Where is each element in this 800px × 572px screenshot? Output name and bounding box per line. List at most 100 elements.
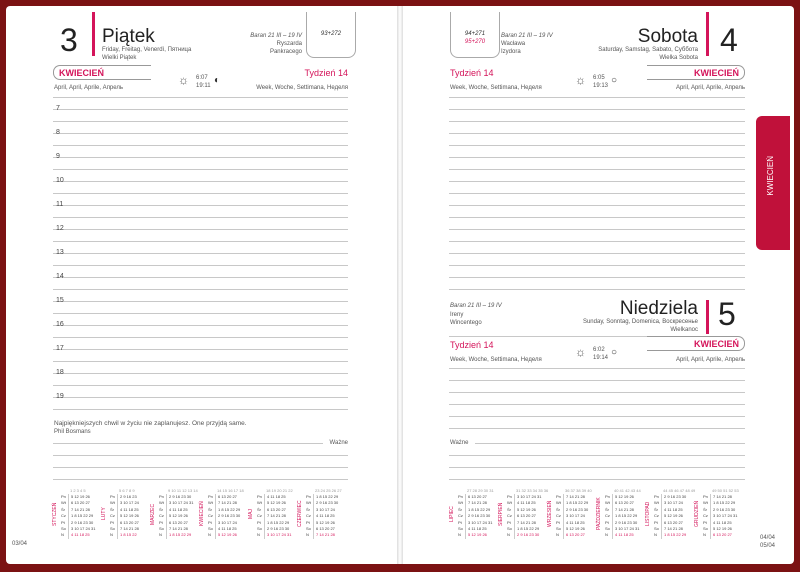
week-numbers: 5 6 7 8 9 xyxy=(119,488,135,493)
writing-line xyxy=(449,133,745,134)
week-numbers: 27 28 29 30 31 xyxy=(467,488,494,493)
weekday-label: Wt xyxy=(556,500,561,506)
month-tab-kwiecien[interactable]: KWIECIEŃ xyxy=(756,116,790,250)
weekday-label: Cz xyxy=(110,513,115,519)
calendar-row: 5 12 19 26 xyxy=(517,506,536,512)
mini-calendar-month: MAJ xyxy=(248,509,254,519)
nameday: Wacława xyxy=(501,41,526,47)
calendar-row: 5 12 19 26 xyxy=(218,532,237,538)
week-numbers: 18 19 20 21 22 xyxy=(266,488,293,493)
calendar-row: 4 11 18 25 xyxy=(218,526,237,532)
accent-bar xyxy=(706,300,709,334)
weekday-label: Pt xyxy=(605,519,609,525)
writing-line xyxy=(449,253,745,254)
calendar-row: 6 13 20 27 xyxy=(218,494,237,499)
writing-line xyxy=(53,265,348,266)
mini-calendar-1: LUTY Pn Wt Śr Cz Pt So N 5 6 7 8 9 2 9 16 23 3 … xyxy=(101,488,151,544)
weekday-labels: Pn Wt Śr Cz Pt So N xyxy=(507,494,515,539)
day-name: Niedziela xyxy=(619,298,698,319)
hour-label: 15 xyxy=(56,297,64,304)
weekday-labels: Pn Wt Śr Cz Pt So N xyxy=(306,494,314,539)
writing-line xyxy=(53,385,348,386)
week-numbers: 9 10 11 12 13 14 xyxy=(168,488,198,493)
writing-line xyxy=(449,169,745,170)
writing-line xyxy=(449,145,745,146)
mini-calendar-8: WRZESIEŃ Pn Wt Śr Cz Pt So N 36 37 38 39 40 7 … xyxy=(547,488,597,544)
weekday-label: Cz xyxy=(556,513,561,519)
tab-label: KWIECIEŃ xyxy=(766,156,775,196)
week-numbers: 44 45 46 47 48 49 xyxy=(663,488,696,493)
writing-line xyxy=(449,241,745,242)
hour-label: 14 xyxy=(56,273,64,280)
weekday-label: Cz xyxy=(458,513,463,519)
hour-label: 7 xyxy=(56,105,60,112)
day-number: 5 xyxy=(718,296,736,332)
moon-icon: ○ xyxy=(611,75,618,86)
weekday-label: Cz xyxy=(61,513,66,519)
calendar-row: 7 14 21 28 xyxy=(566,494,585,499)
weekday-label: N xyxy=(208,532,211,538)
zodiac: Baran 21 III – 19 IV xyxy=(250,33,302,39)
weekday-label: Pn xyxy=(159,494,164,499)
day-name: Piątek xyxy=(102,26,155,47)
sun-icon: ☼ xyxy=(575,345,586,359)
calendar-row: 1 8 15 22 29 xyxy=(267,519,290,525)
hour-label: 13 xyxy=(56,249,64,256)
weekday-label: Cz xyxy=(654,513,659,519)
calendar-row: 1 8 15 22 29 xyxy=(316,494,339,499)
hour-label: 9 xyxy=(56,153,60,160)
nameday: Izydora xyxy=(501,49,521,55)
accent-bar xyxy=(92,12,95,56)
weekday-label: So xyxy=(507,526,512,532)
weekday-label: So xyxy=(703,526,708,532)
calendar-row: 4 11 18 25 xyxy=(517,500,536,506)
calendar-row: 1 8 15 22 29 xyxy=(169,532,192,538)
holiday: Wielki Piątek xyxy=(102,55,137,61)
weekday-label: Wt xyxy=(257,500,262,506)
writing-line xyxy=(53,241,348,242)
weekday-label: Cz xyxy=(208,513,213,519)
weekday-label: So xyxy=(654,526,659,532)
writing-line xyxy=(449,193,745,194)
week-label: Tydzień 14 xyxy=(304,68,348,78)
calendar-row: 5 12 19 26 xyxy=(71,494,90,499)
writing-line xyxy=(53,229,348,230)
calendar-row: 1 8 15 22 29 xyxy=(468,506,491,512)
writing-line xyxy=(449,277,745,278)
accent-bar xyxy=(706,12,709,56)
weekday-label: Pn xyxy=(110,494,115,499)
month-label: KWIECIEŃ xyxy=(647,65,745,80)
weekday-label: Śr xyxy=(458,506,462,512)
weekday-label: Cz xyxy=(306,513,311,519)
writing-line xyxy=(449,392,745,393)
calendar-row: 5 12 19 26 xyxy=(713,526,732,532)
calendar-row: 7 14 21 28 xyxy=(120,526,139,532)
day-translations: Saturday, Samstag, Sabato, Суббота xyxy=(598,47,698,53)
writing-line xyxy=(449,368,745,369)
calendar-row: 7 14 21 28 xyxy=(169,526,188,532)
weekday-label: Pt xyxy=(507,519,511,525)
writing-line xyxy=(53,277,348,278)
moon-icon: ◐ xyxy=(214,75,221,86)
writing-line xyxy=(449,217,745,218)
day-name: Sobota xyxy=(637,26,698,47)
weekday-label: Śr xyxy=(257,506,261,512)
moon-icon: ○ xyxy=(611,347,618,358)
weekday-label: Śr xyxy=(306,506,310,512)
week-numbers: 40 41 42 43 44 xyxy=(614,488,641,493)
calendar-row: 3 10 17 24 31 xyxy=(169,500,194,506)
calendar-row: 4 11 18 25 xyxy=(169,506,188,512)
weekday-label: So xyxy=(458,526,463,532)
calendar-row: 5 12 19 26 xyxy=(615,494,634,499)
hour-label: 8 xyxy=(56,129,60,136)
weekday-labels: Pn Wt Śr Cz Pt So N xyxy=(159,494,167,539)
mini-calendar-4: MAJ Pn Wt Śr Cz Pt So N 18 19 20 21 22 4 11 18… xyxy=(248,488,298,544)
weekday-label: Pn xyxy=(507,494,512,499)
mini-calendar-month: MARZEC xyxy=(150,503,156,525)
weekday-label: So xyxy=(208,526,213,532)
left-page xyxy=(6,6,398,564)
weekday-label: Śr xyxy=(208,506,212,512)
calendar-row: 7 14 21 28 xyxy=(615,506,634,512)
important-label: Ważne xyxy=(450,440,469,446)
hour-label: 12 xyxy=(56,225,64,232)
